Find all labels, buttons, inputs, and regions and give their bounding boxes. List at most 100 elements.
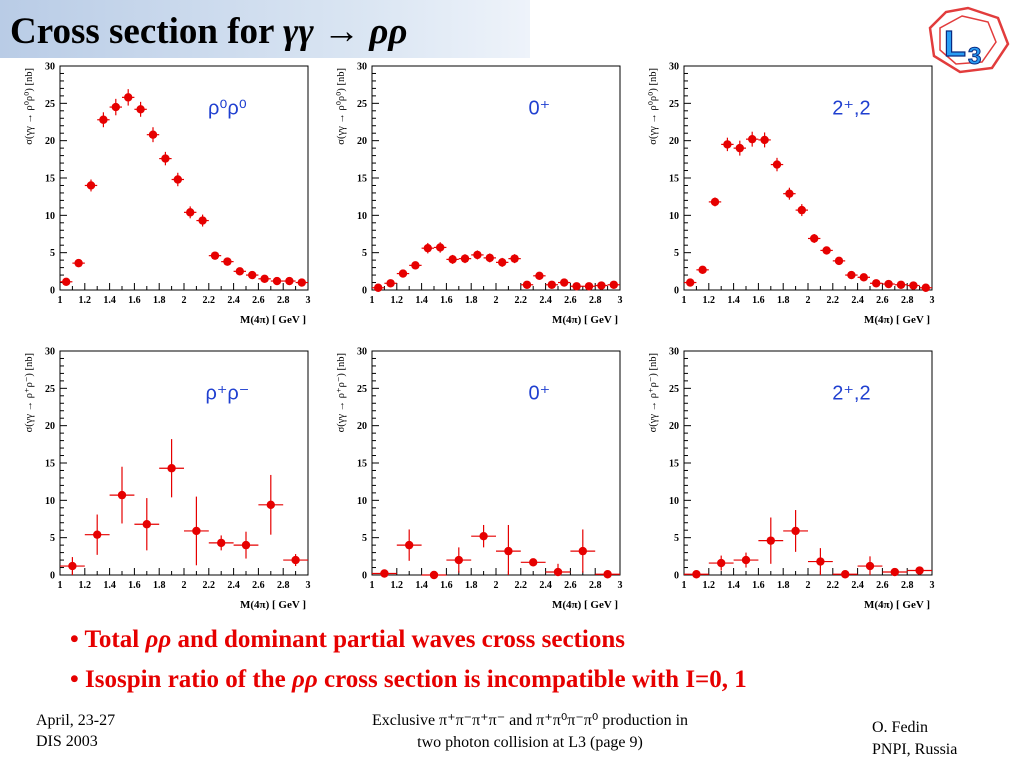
panel-label: 0⁺ bbox=[529, 383, 551, 405]
data-point bbox=[483, 253, 496, 263]
y-tick-label: 0 bbox=[362, 571, 367, 582]
marker bbox=[429, 570, 439, 580]
data-point bbox=[845, 270, 858, 280]
marker bbox=[692, 570, 701, 579]
marker bbox=[766, 536, 775, 545]
bullet-1-suffix: and dominant partial waves cross section… bbox=[171, 626, 625, 653]
y-axis-label: σ(γγ → ρ⁰ρ⁰) [nb] bbox=[647, 68, 659, 145]
data-point bbox=[684, 278, 697, 287]
marker bbox=[235, 267, 244, 276]
logo-sub: 3 bbox=[968, 43, 981, 70]
data-point bbox=[570, 282, 583, 291]
bullet-2-prefix: • Isospin ratio of the bbox=[70, 666, 292, 693]
data-point bbox=[733, 140, 746, 156]
marker bbox=[510, 254, 519, 263]
x-tick-label: 2 bbox=[182, 295, 187, 306]
marker bbox=[454, 555, 463, 565]
marker bbox=[584, 282, 594, 291]
marker bbox=[748, 134, 757, 144]
marker bbox=[248, 270, 257, 280]
footer-center: Exclusive π⁺π⁻π⁺π⁻ and π⁺π⁰π⁻π⁰ producti… bbox=[300, 710, 760, 754]
x-tick-label: 2.6 bbox=[564, 580, 577, 591]
x-tick-label: 2.4 bbox=[851, 580, 864, 591]
logo-letter: L bbox=[944, 23, 966, 64]
plot-frame bbox=[371, 65, 621, 291]
x-tick-label: 1 bbox=[370, 580, 375, 591]
y-tick-label: 10 bbox=[357, 496, 367, 507]
data-point bbox=[146, 127, 160, 143]
y-tick-label: 0 bbox=[50, 286, 55, 297]
y-tick-label: 15 bbox=[45, 459, 55, 470]
x-tick-label: 1.4 bbox=[103, 580, 116, 591]
y-tick-label: 0 bbox=[674, 571, 679, 582]
data-point bbox=[919, 283, 932, 292]
bullet-2: • Isospin ratio of the ρρ cross section … bbox=[70, 660, 1020, 700]
data-point bbox=[122, 89, 135, 106]
data-point bbox=[458, 254, 472, 264]
panel-label: ρ⁰ρ⁰ bbox=[208, 98, 247, 120]
data-point bbox=[471, 250, 484, 260]
marker bbox=[173, 175, 182, 184]
marker bbox=[148, 130, 158, 139]
marker bbox=[167, 464, 176, 473]
data-point bbox=[208, 535, 234, 551]
x-tick-label: 1.2 bbox=[391, 580, 404, 591]
panel-label: 2⁺,2 bbox=[832, 383, 870, 405]
data-point bbox=[409, 261, 422, 270]
marker bbox=[117, 490, 127, 500]
chart-svg: 1 1.2 1.4 1.6 1.8 2 2.2 2.4 2.6 2.8 3051015202530M… bbox=[24, 347, 311, 612]
x-axis-label: M(4π) [ GeV ] bbox=[240, 599, 306, 611]
marker bbox=[142, 520, 151, 529]
x-tick-label: 1.8 bbox=[465, 580, 478, 591]
marker bbox=[460, 254, 470, 263]
x-tick-label: 1 bbox=[370, 295, 375, 306]
marker bbox=[473, 250, 482, 260]
data-point bbox=[233, 267, 246, 276]
x-tick-label: 1 bbox=[58, 580, 63, 591]
x-tick-label: 1.6 bbox=[440, 580, 453, 591]
x-tick-label: 2.4 bbox=[227, 580, 240, 591]
data-point bbox=[184, 496, 209, 566]
marker bbox=[260, 274, 269, 283]
x-tick-label: 2.8 bbox=[901, 580, 914, 591]
x-tick-label: 1 bbox=[682, 580, 687, 591]
data-point bbox=[570, 529, 596, 573]
footer-institute: PNPI, Russia bbox=[872, 741, 958, 758]
marker bbox=[291, 555, 300, 565]
marker bbox=[822, 246, 831, 255]
marker bbox=[504, 546, 513, 556]
y-tick-label: 15 bbox=[357, 459, 367, 470]
x-tick-label: 1.2 bbox=[79, 580, 92, 591]
y-tick-label: 20 bbox=[669, 136, 679, 147]
data-point bbox=[421, 570, 447, 580]
marker bbox=[529, 558, 538, 567]
footer-date: April, 23-27 bbox=[36, 712, 116, 729]
footer-author: O. Fedin bbox=[872, 719, 928, 736]
data-point bbox=[832, 570, 858, 579]
x-tick-label: 1.8 bbox=[465, 295, 478, 306]
panel-label: 2⁺,2 bbox=[832, 98, 870, 120]
marker bbox=[136, 105, 145, 114]
x-tick-label: 2.8 bbox=[589, 580, 602, 591]
marker bbox=[411, 261, 420, 270]
marker bbox=[186, 208, 195, 217]
marker bbox=[890, 567, 899, 577]
y-tick-label: 30 bbox=[45, 347, 55, 358]
data-point bbox=[545, 563, 571, 577]
x-tick-label: 2.2 bbox=[203, 295, 216, 306]
marker bbox=[896, 280, 906, 289]
panel-label: 0⁺ bbox=[529, 98, 551, 120]
marker bbox=[810, 234, 819, 243]
x-tick-label: 2 bbox=[806, 295, 811, 306]
data-point bbox=[808, 548, 833, 575]
bullet-2-suffix: cross section is incompatible with I=0, … bbox=[317, 666, 747, 693]
y-tick-label: 0 bbox=[674, 286, 679, 297]
marker bbox=[124, 93, 133, 102]
x-tick-label: 1.2 bbox=[703, 580, 716, 591]
data-point bbox=[607, 280, 620, 289]
y-tick-label: 15 bbox=[45, 174, 55, 185]
marker bbox=[161, 154, 170, 163]
bullet-2-symbol: ρρ bbox=[291, 666, 318, 693]
marker bbox=[686, 278, 695, 287]
data-point bbox=[508, 254, 521, 264]
